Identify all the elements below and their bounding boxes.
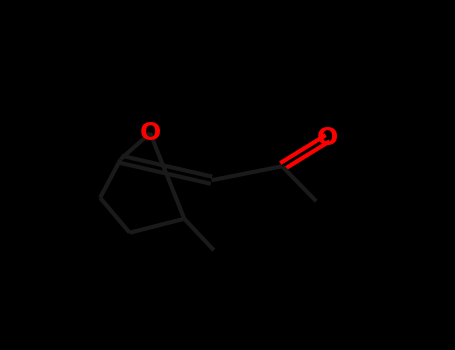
Text: O: O bbox=[140, 121, 161, 145]
Text: O: O bbox=[317, 126, 338, 150]
